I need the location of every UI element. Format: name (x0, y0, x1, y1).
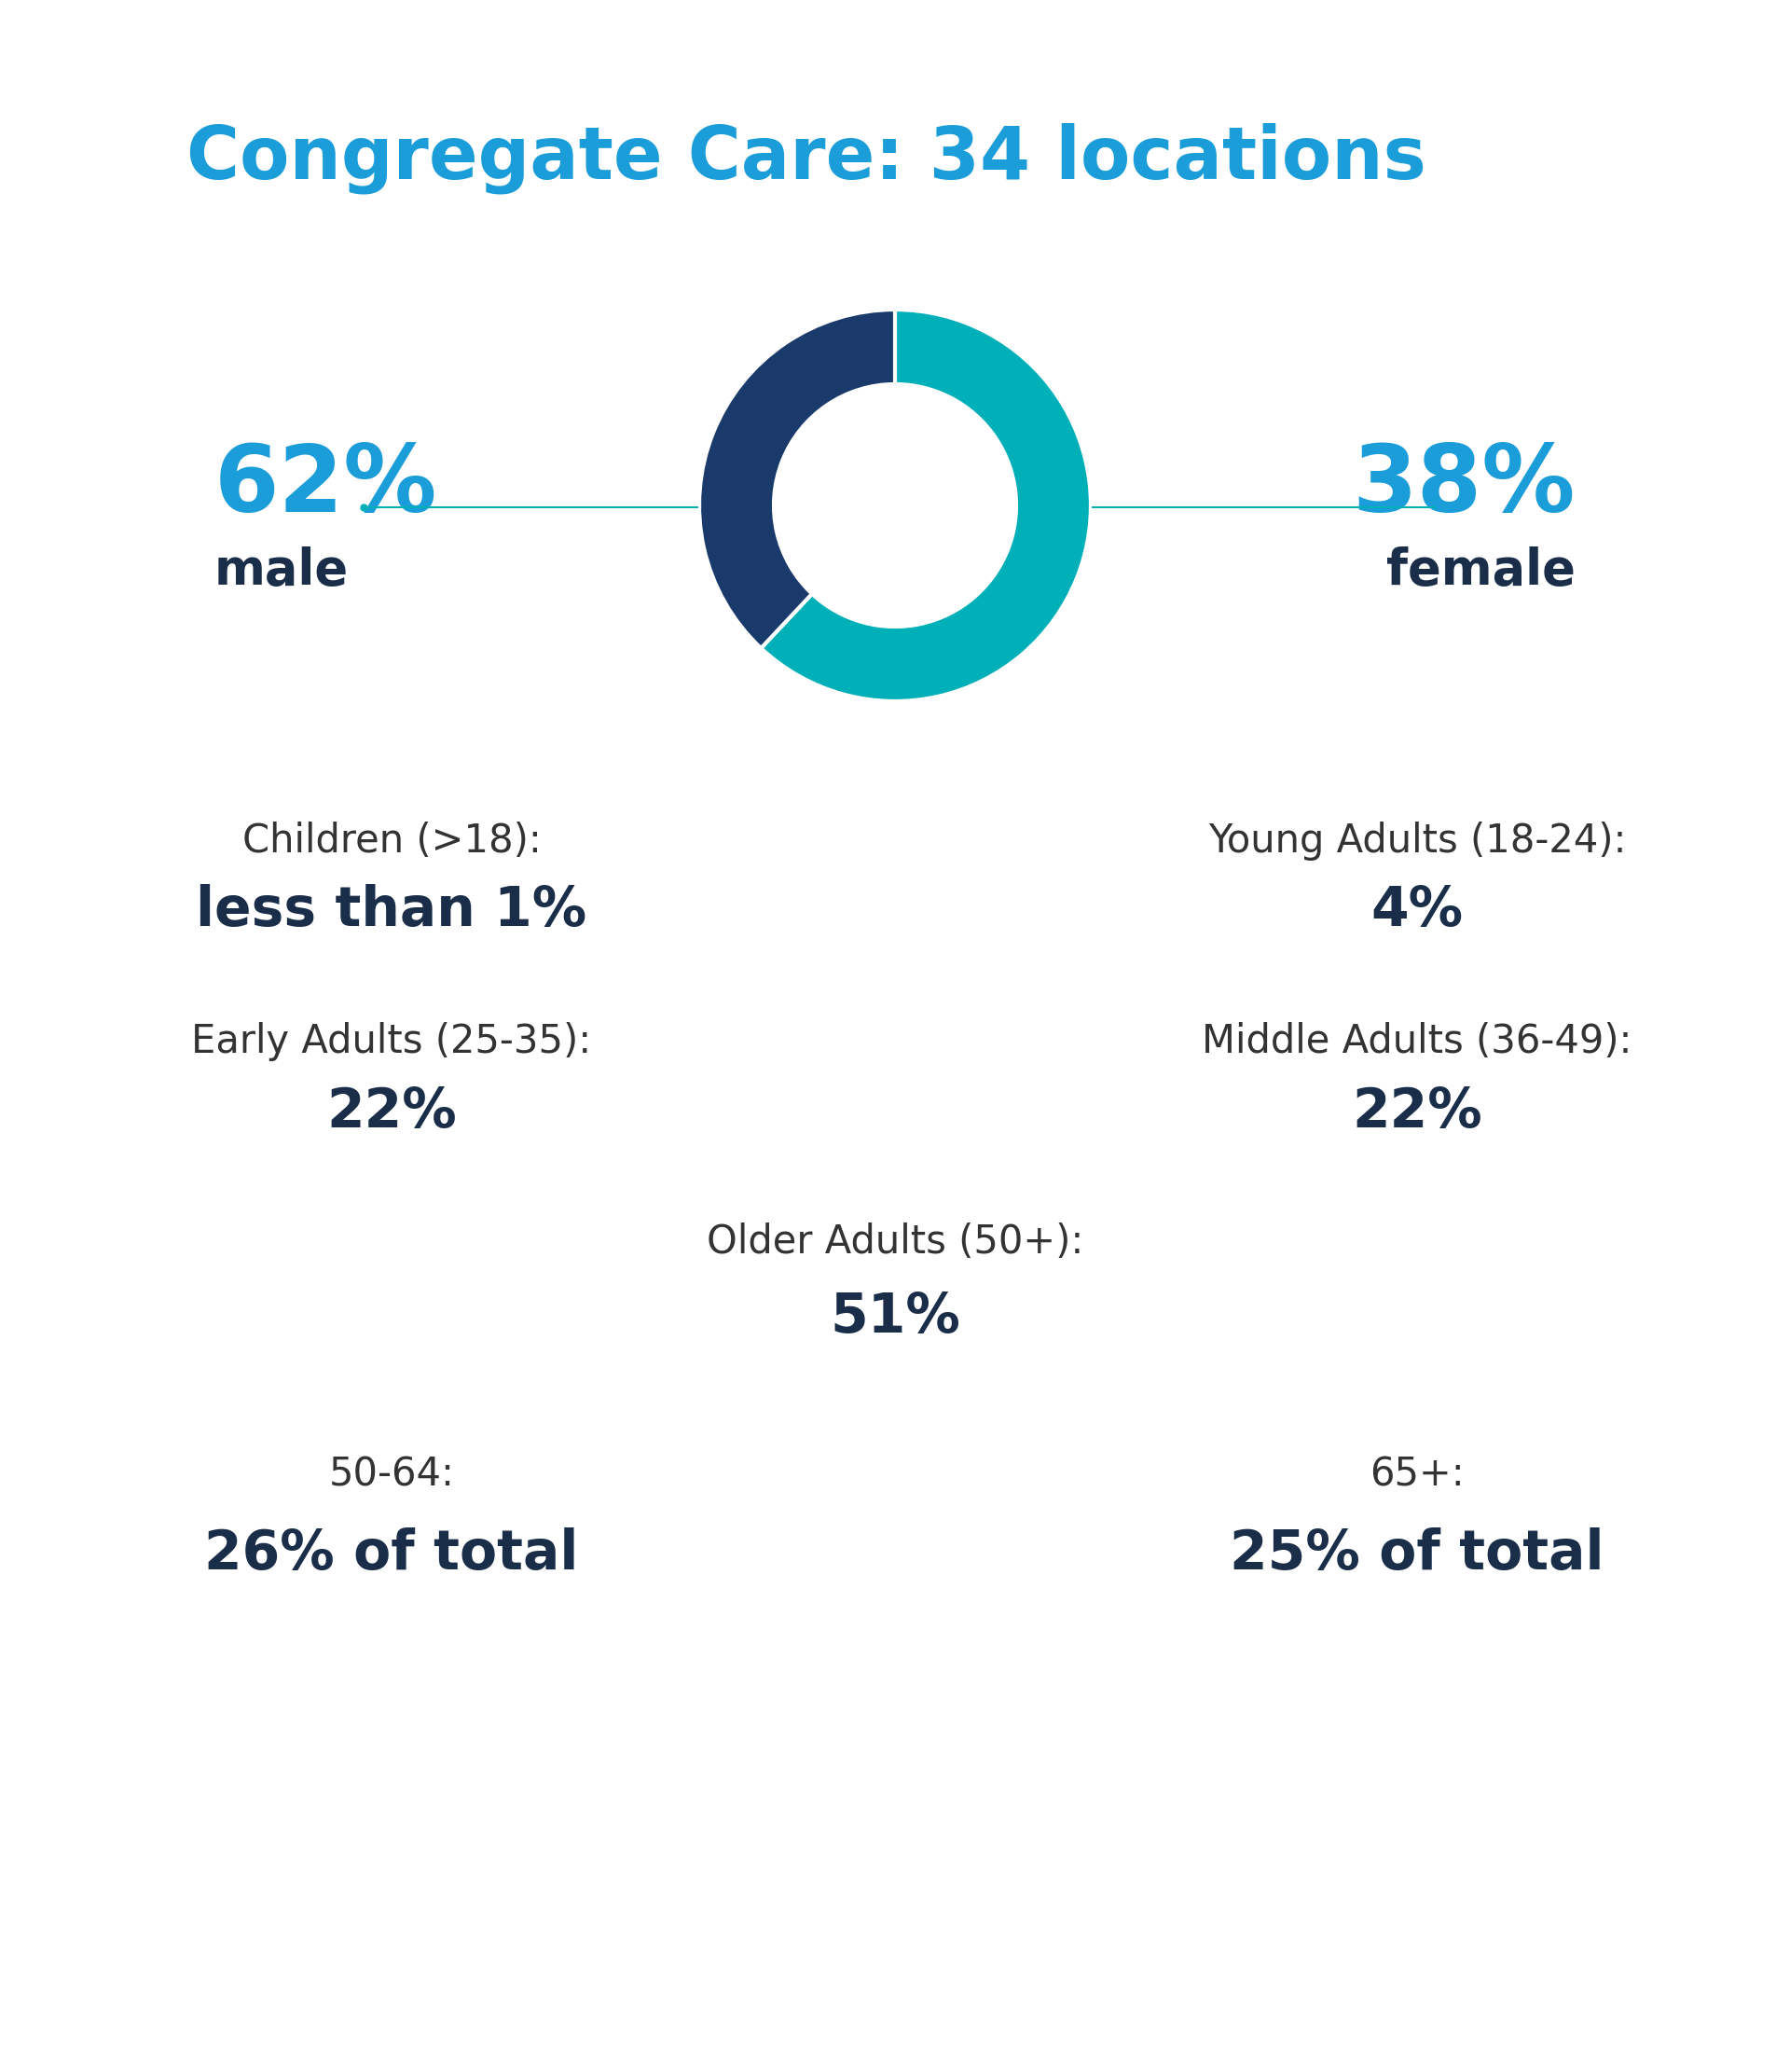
Text: 22%: 22% (326, 1086, 456, 1138)
Text: 51%: 51% (831, 1291, 959, 1343)
Wedge shape (700, 309, 895, 649)
Text: 65+:: 65+: (1369, 1457, 1464, 1494)
Wedge shape (761, 309, 1090, 700)
Text: male: male (215, 547, 349, 595)
Text: 50-64:: 50-64: (329, 1457, 455, 1494)
Text: female: female (1387, 547, 1575, 595)
Text: 62%: 62% (215, 441, 437, 533)
Text: Young Adults (18-24):: Young Adults (18-24): (1208, 821, 1625, 860)
Text: 22%: 22% (1351, 1086, 1482, 1138)
Text: Middle Adults (36-49):: Middle Adults (36-49): (1201, 1021, 1632, 1061)
Text: 38%: 38% (1353, 441, 1575, 533)
Text: 25% of total: 25% of total (1230, 1527, 1604, 1581)
Text: 4%: 4% (1371, 885, 1462, 939)
Text: Children (>18):: Children (>18): (242, 821, 541, 860)
Text: 26% of total: 26% of total (204, 1527, 578, 1581)
Text: Early Adults (25-35):: Early Adults (25-35): (192, 1021, 592, 1061)
Text: less than 1%: less than 1% (197, 885, 587, 939)
Text: Older Adults (50+):: Older Adults (50+): (707, 1222, 1083, 1262)
Text: Congregate Care: 34 locations: Congregate Care: 34 locations (186, 122, 1427, 195)
